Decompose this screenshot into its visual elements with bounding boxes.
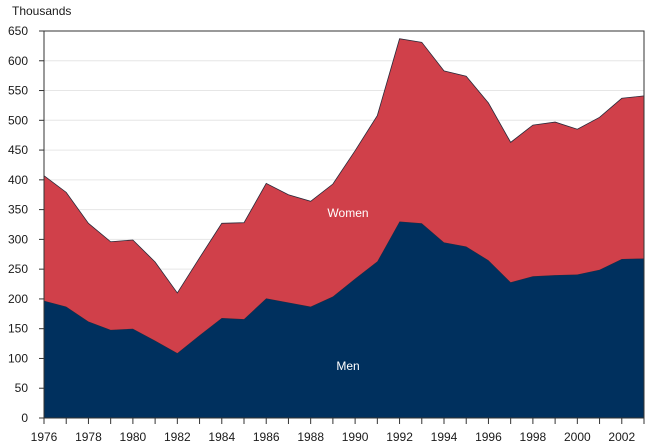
y-tick-label: 200 xyxy=(8,292,28,306)
y-tick-label: 450 xyxy=(8,143,28,157)
x-tick-label: 1980 xyxy=(120,430,147,444)
x-tick-label: 2000 xyxy=(564,430,591,444)
y-tick-label: 350 xyxy=(8,203,28,217)
area-edge-women xyxy=(43,38,645,294)
y-tick-label: 650 xyxy=(8,24,28,38)
x-tick-label: 1994 xyxy=(431,430,458,444)
x-tick-label: 1984 xyxy=(208,430,235,444)
x-tick-label: 1982 xyxy=(164,430,191,444)
x-tick-label: 1988 xyxy=(297,430,324,444)
x-tick-label: 1978 xyxy=(75,430,102,444)
y-tick-label: 150 xyxy=(8,322,28,336)
x-tick-label: 1976 xyxy=(31,430,58,444)
y-tick-label: 250 xyxy=(8,262,28,276)
y-tick-label: 50 xyxy=(15,381,29,395)
plot-frame xyxy=(43,30,645,419)
y-tick-label: 100 xyxy=(8,351,28,365)
y-tick-label: 300 xyxy=(8,232,28,246)
y-tick-label: 400 xyxy=(8,173,28,187)
x-tick-label: 2002 xyxy=(608,430,635,444)
area-men xyxy=(44,221,644,418)
y-axis-ticks: 0 50 100 150 200 250 300 350 400 450 500 550 600 650 xyxy=(8,24,44,425)
series-label-women: Women xyxy=(327,206,368,220)
x-axis-ticks: 1976 1978 1980 1982 1984 1986 1988 1990 1992 1994… xyxy=(31,418,645,444)
y-tick-label: 500 xyxy=(8,113,28,127)
series-label-men: Men xyxy=(336,359,359,373)
area-women xyxy=(44,38,644,354)
x-tick-label: 1986 xyxy=(253,430,280,444)
area-series xyxy=(43,38,645,418)
y-tick-label: 550 xyxy=(8,84,28,98)
y-axis-unit-label: Thousands xyxy=(12,4,71,18)
x-tick-label: 1996 xyxy=(475,430,502,444)
x-tick-label: 1990 xyxy=(342,430,369,444)
y-tick-label: 0 xyxy=(21,411,28,425)
x-tick-label: 1992 xyxy=(386,430,413,444)
x-tick-label: 1998 xyxy=(520,430,547,444)
y-tick-label: 600 xyxy=(8,54,28,68)
